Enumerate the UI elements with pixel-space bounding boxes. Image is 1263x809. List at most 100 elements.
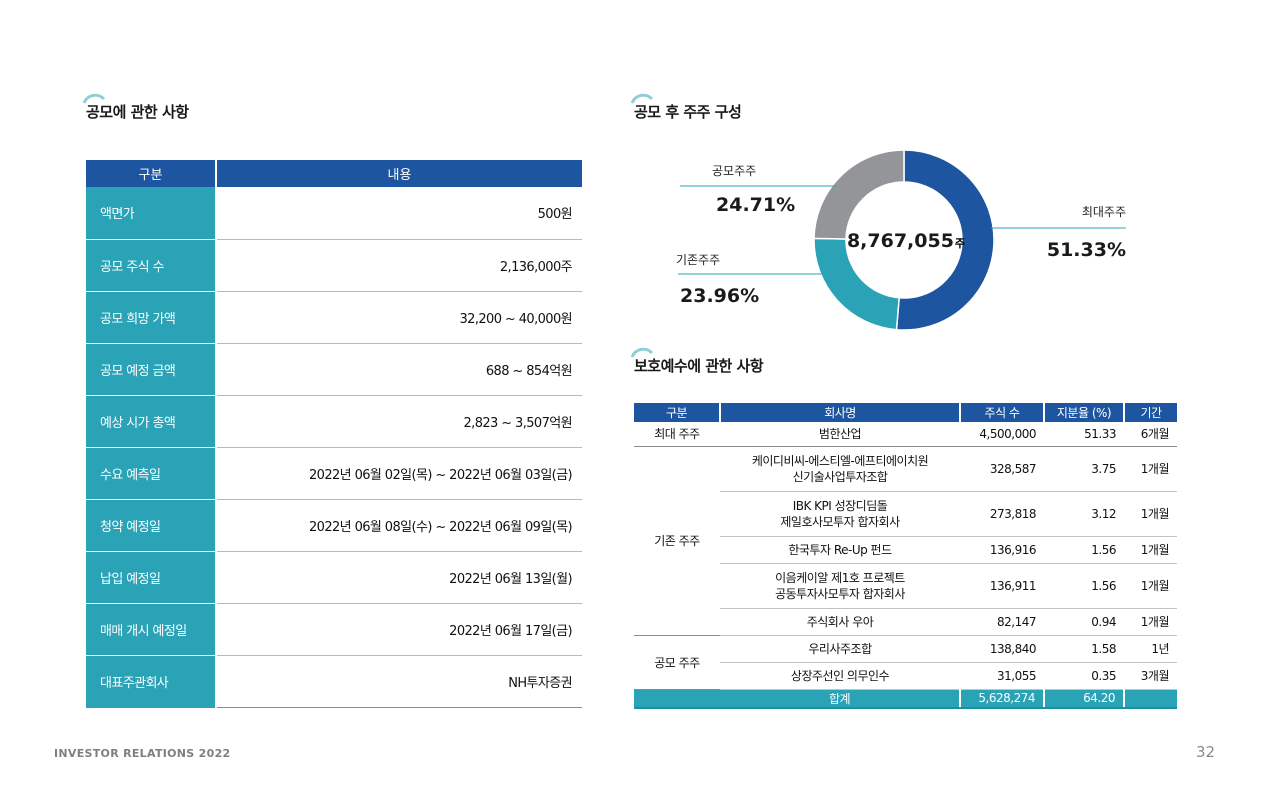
lockup-section-title: 보호예수에 관한 사항	[630, 347, 764, 376]
offer-value: 2022년 06월 08일(수) ~ 2022년 06월 09일(목)	[216, 499, 582, 552]
offer-row: 대표주관회사 NH투자증권	[86, 655, 582, 708]
company-line: 이음케이알 제1호 프로젝트	[775, 570, 905, 585]
offer-row: 공모 희망 가액 32,200 ~ 40,000원	[86, 291, 582, 344]
slice-name-existing: 기존주주	[676, 253, 720, 267]
donut-center-unit: 주	[955, 237, 965, 250]
slice-pct-existing: 23.96%	[680, 285, 759, 307]
offer-value: 2022년 06월 02일(목) ~ 2022년 06월 03일(금)	[216, 447, 582, 500]
lockup-shares: 136,911	[960, 563, 1044, 609]
lockup-shares: 138,840	[960, 635, 1044, 663]
lockup-ratio: 3.75	[1044, 446, 1124, 492]
lockup-row: 상장주선인 의무인수 31,055 0.35 3개월	[634, 662, 1177, 690]
lockup-shares: 4,500,000	[960, 422, 1044, 447]
lockup-total-period	[1124, 689, 1177, 709]
page-number: 32	[1196, 743, 1216, 761]
offer-value: 2,136,000주	[216, 239, 582, 292]
lockup-ratio: 0.35	[1044, 662, 1124, 690]
lockup-ratio: 0.94	[1044, 608, 1124, 636]
company-line: 제일호사모투자 합자회사	[780, 514, 900, 529]
donut-slices	[813, 149, 995, 331]
slice-pct-public: 24.71%	[716, 194, 795, 216]
lockup-period: 1개월	[1124, 446, 1177, 492]
lockup-period: 1개월	[1124, 608, 1177, 636]
lockup-shares: 136,916	[960, 536, 1044, 564]
title-arc-icon	[630, 93, 654, 104]
title-arc-icon	[82, 93, 106, 104]
offer-label: 수요 예측일	[86, 447, 217, 500]
offer-label: 납입 예정일	[86, 551, 217, 604]
lockup-period: 1개월	[1124, 536, 1177, 564]
offer-value: NH투자증권	[216, 655, 582, 708]
offer-row: 납입 예정일 2022년 06월 13일(월)	[86, 551, 582, 604]
lockup-group-largest: 최대 주주	[634, 422, 720, 447]
lockup-company: 범한산업	[720, 422, 960, 447]
offer-value: 2,823 ~ 3,507억원	[216, 395, 582, 448]
lockup-header-row: 구분 회사명 주식 수 지분율 (%) 기간	[634, 403, 1177, 422]
donut-center-number: 8,767,055	[847, 230, 954, 252]
lockup-company: 우리사주조합	[720, 635, 960, 663]
lockup-row: 한국투자 Re-Up 펀드 136,916 1.56 1개월	[634, 536, 1177, 564]
donut-slice-공모주주	[813, 149, 905, 240]
lockup-period: 1년	[1124, 635, 1177, 663]
lockup-total-spacer	[634, 689, 720, 709]
offer-label: 예상 시가 총액	[86, 395, 217, 448]
offer-row: 청약 예정일 2022년 06월 08일(수) ~ 2022년 06월 09일(목…	[86, 499, 582, 552]
lockup-header-company: 회사명	[720, 403, 961, 422]
company-line: 공동투자사모투자 합자회사	[775, 586, 905, 601]
offer-header-category: 구분	[86, 160, 217, 187]
lockup-total-shares: 5,628,274	[960, 689, 1045, 709]
lockup-company: 상장주선인 의무인수	[720, 662, 960, 690]
lockup-header-period: 기간	[1124, 403, 1177, 422]
lockup-total-row: 합계 5,628,274 64.20	[634, 689, 1177, 709]
lockup-period: 1개월	[1124, 563, 1177, 609]
offer-label: 청약 예정일	[86, 499, 217, 552]
offer-row: 수요 예측일 2022년 06월 02일(목) ~ 2022년 06월 03일(금…	[86, 447, 582, 500]
shareholder-donut-chart: 공모주주 24.71% 기존주주 23.96% 최대주주 51.33% 8,76…	[676, 149, 1126, 331]
shareholders-title-text: 공모 후 주주 구성	[634, 103, 742, 121]
lockup-shares: 328,587	[960, 446, 1044, 492]
offer-header-row: 구분 내용	[86, 160, 582, 187]
offer-label: 매매 개시 예정일	[86, 603, 217, 656]
lockup-title-text: 보호예수에 관한 사항	[634, 357, 764, 375]
company-line: 케이디비씨-에스티엘-에프티에이치원	[751, 453, 929, 468]
lockup-header-ratio: 지분율 (%)	[1044, 403, 1125, 422]
company-line: IBK KPI 성장디딤돌	[792, 498, 888, 513]
lockup-period: 6개월	[1124, 422, 1177, 447]
lockup-table: 구분 회사명 주식 수 지분율 (%) 기간 최대 주주 범한산업 4,500,…	[634, 403, 1177, 709]
offer-label: 공모 예정 금액	[86, 343, 217, 396]
lockup-company: IBK KPI 성장디딤돌 제일호사모투자 합자회사	[720, 491, 960, 537]
lockup-shares: 31,055	[960, 662, 1044, 690]
lockup-ratio: 51.33	[1044, 422, 1124, 447]
slice-name-public: 공모주주	[712, 164, 756, 178]
lockup-row: 공모 주주 우리사주조합 138,840 1.58 1년	[634, 635, 1177, 690]
offer-row: 공모 주식 수 2,136,000주	[86, 239, 582, 292]
offer-row: 액면가 500원	[86, 187, 582, 240]
lockup-ratio: 1.58	[1044, 635, 1124, 663]
lockup-period: 1개월	[1124, 491, 1177, 537]
company-line: 신기술사업투자조합	[792, 469, 888, 484]
lockup-row: IBK KPI 성장디딤돌 제일호사모투자 합자회사 273,818 3.12 1…	[634, 491, 1177, 537]
offer-value: 688 ~ 854억원	[216, 343, 582, 396]
offer-label: 공모 주식 수	[86, 239, 217, 292]
lockup-row: 최대 주주 범한산업 4,500,000 51.33 6개월	[634, 422, 1177, 447]
offer-section-title: 공모에 관한 사항	[82, 93, 189, 122]
lockup-company: 한국투자 Re-Up 펀드	[720, 536, 960, 564]
lockup-company: 케이디비씨-에스티엘-에프티에이치원 신기술사업투자조합	[720, 446, 960, 492]
lockup-company: 주식회사 우아	[720, 608, 960, 636]
lockup-shares: 82,147	[960, 608, 1044, 636]
lockup-group-existing: 기존 주주	[634, 446, 720, 636]
slice-pct-largest: 51.33%	[1047, 239, 1126, 261]
donut-center-label: 8,767,055주	[847, 230, 965, 252]
lockup-shares: 273,818	[960, 491, 1044, 537]
lockup-ratio: 3.12	[1044, 491, 1124, 537]
offer-value: 2022년 06월 17일(금)	[216, 603, 582, 656]
lockup-ratio: 1.56	[1044, 536, 1124, 564]
lockup-group-public: 공모 주주	[634, 635, 720, 690]
offer-value: 2022년 06월 13일(월)	[216, 551, 582, 604]
lockup-ratio: 1.56	[1044, 563, 1124, 609]
lockup-total-ratio: 64.20	[1044, 689, 1125, 709]
slice-name-largest: 최대주주	[1082, 205, 1126, 219]
lockup-header-shares: 주식 수	[960, 403, 1045, 422]
title-arc-icon	[630, 347, 654, 358]
offer-row: 공모 예정 금액 688 ~ 854억원	[86, 343, 582, 396]
